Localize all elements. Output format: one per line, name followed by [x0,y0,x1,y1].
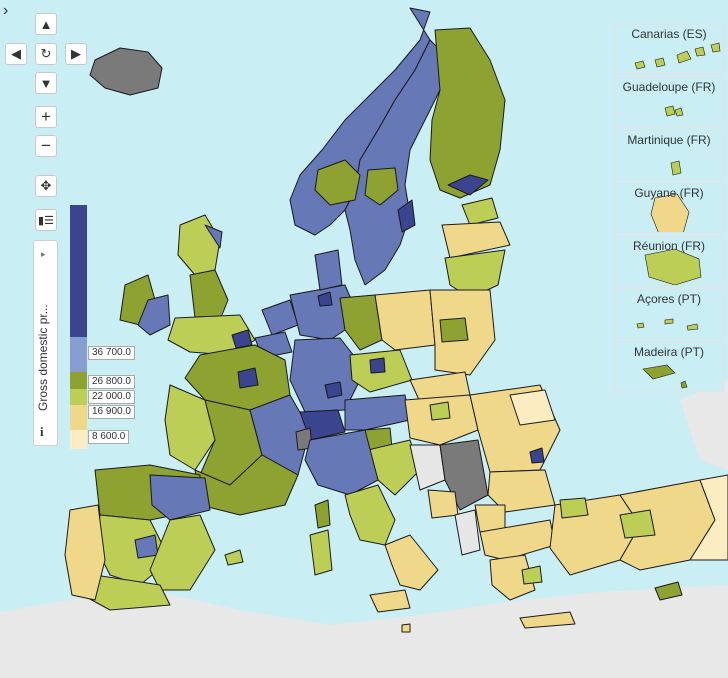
inset-madeira[interactable]: Madeira (PT) [614,342,724,392]
region-portugal [64,504,106,601]
region-n-macedonia [474,504,506,533]
legend-tick-label: 22 000.0 [88,390,135,404]
legend-class-5 [70,430,87,449]
region-bucharest [529,447,545,464]
region-italy-s [384,534,439,591]
pan-left-button[interactable]: ◀ [5,43,27,65]
region-warsaw [439,317,469,343]
legend-tick-label: 16 900.0 [88,405,135,419]
region-cyprus [654,581,683,601]
inset-acores[interactable]: Açores (PT) [614,289,724,339]
region-sweden [344,39,446,286]
legend-class-1 [70,337,87,372]
zoom-out-button[interactable]: − [35,135,57,157]
region-bulgaria [487,469,556,513]
region-london [231,329,253,349]
inset-label: Canarias (ES) [631,27,707,41]
region-spain-e [149,514,216,591]
layers-icon[interactable]: ▮☰ [35,209,57,231]
legend-color-scale [70,205,87,449]
regions[interactable] [64,7,728,633]
region-greece-n [479,519,556,561]
region-turkey-e [689,474,728,561]
region-scotland-ne [204,224,223,249]
inset-martinique[interactable]: Martinique (FR) [614,130,724,180]
region-england-n [189,269,229,321]
region-hungary [404,394,479,446]
zoom-in-button[interactable]: + [35,106,57,128]
region-sweden-mid [364,167,399,206]
legend-tick-label: 8 600.0 [88,430,130,444]
region-romania-ne [509,389,556,426]
legend-class-2 [70,372,87,389]
pan-up-button[interactable]: ▲ [35,13,57,35]
pan-down-button[interactable]: ▼ [35,72,57,94]
region-sweden-south [397,199,416,233]
inset-label: Açores (PT) [636,292,701,306]
region-paris [237,367,259,389]
region-austria [344,394,411,431]
region-sardinia [309,529,333,576]
move-icon[interactable]: ✥ [35,175,57,197]
region-corsica [314,499,331,529]
legend-tick-label: 36 700.0 [88,346,135,360]
legend-title: Gross domestic pr... [36,304,50,411]
inset-label: Martinique (FR) [627,133,711,147]
inset-label: Réunion (FR) [632,239,706,253]
inset-guadeloupe[interactable]: Guadeloupe (FR) [614,77,724,127]
region-montenegro [427,489,459,519]
region-ireland-e [137,294,171,336]
legend-class-0 [70,205,87,337]
inset-reunion[interactable]: Réunion (FR) [614,236,724,286]
legend-expand-icon[interactable]: ▸ [41,249,46,259]
region-hamburg [317,291,333,307]
region-athens [521,565,543,585]
region-munich [324,381,343,399]
legend-panel: ▸ Gross domestic pr... i [33,240,58,446]
region-crete [519,611,576,629]
panel-toggle-chevron-icon[interactable]: › [3,2,9,19]
region-ankara [619,509,656,539]
region-sicily [369,589,411,613]
region-finland-south [447,174,489,196]
region-iceland [89,47,163,96]
legend-class-3 [70,389,87,405]
region-greece-s [489,554,536,601]
inset-guyane[interactable]: Guyane (FR) [614,183,724,233]
outside-land [0,380,728,678]
region-balearic [224,549,244,566]
region-spain-ne [149,474,211,521]
region-estonia [461,197,499,226]
region-germany-e [339,294,383,351]
region-poland-w [374,289,436,351]
inset-label: Madeira (PT) [633,345,704,359]
reset-view-button[interactable]: ↻ [35,43,57,65]
region-denmark [314,249,343,291]
inset-label: Guyane (FR) [634,186,704,200]
region-finland [429,27,506,199]
region-norway-west [314,159,361,206]
region-budapest [429,401,451,421]
info-icon[interactable]: i [40,424,44,439]
inset-label: Guadeloupe (FR) [622,80,716,94]
pan-right-button[interactable]: ▶ [65,43,87,65]
legend-class-4 [70,405,87,430]
region-france-e [249,394,311,476]
legend-tick-label: 26 800.0 [88,375,135,389]
region-albania-nd [454,509,481,556]
inset-canarias[interactable]: Canarias (ES) [614,24,724,74]
region-latvia [441,221,511,259]
region-malta [401,623,411,633]
region-istanbul [559,497,589,519]
region-prague [369,357,386,374]
